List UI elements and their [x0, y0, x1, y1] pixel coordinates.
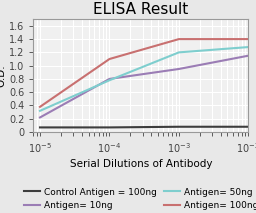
Antigen= 50ng	[177, 51, 180, 54]
Antigen= 10ng	[108, 78, 111, 80]
Antigen= 10ng	[38, 116, 41, 119]
Antigen= 10ng	[247, 54, 250, 57]
Antigen= 100ng	[38, 106, 41, 108]
Control Antigen = 100ng	[38, 126, 41, 129]
Control Antigen = 100ng	[108, 126, 111, 129]
Control Antigen = 100ng	[177, 125, 180, 128]
Antigen= 50ng	[247, 46, 250, 48]
Legend: Control Antigen = 100ng, Antigen= 10ng, Antigen= 50ng, Antigen= 100ng: Control Antigen = 100ng, Antigen= 10ng, …	[20, 184, 256, 213]
X-axis label: Serial Dilutions of Antibody: Serial Dilutions of Antibody	[70, 159, 212, 169]
Antigen= 100ng	[247, 38, 250, 40]
Antigen= 100ng	[177, 38, 180, 40]
Control Antigen = 100ng	[247, 125, 250, 128]
Line: Antigen= 100ng: Antigen= 100ng	[40, 39, 248, 107]
Y-axis label: O.D.: O.D.	[0, 64, 6, 87]
Line: Antigen= 50ng: Antigen= 50ng	[40, 47, 248, 111]
Antigen= 50ng	[38, 109, 41, 112]
Line: Antigen= 10ng: Antigen= 10ng	[40, 56, 248, 117]
Antigen= 100ng	[108, 58, 111, 60]
Title: ELISA Result: ELISA Result	[93, 2, 188, 17]
Antigen= 50ng	[108, 79, 111, 82]
Antigen= 10ng	[177, 68, 180, 70]
